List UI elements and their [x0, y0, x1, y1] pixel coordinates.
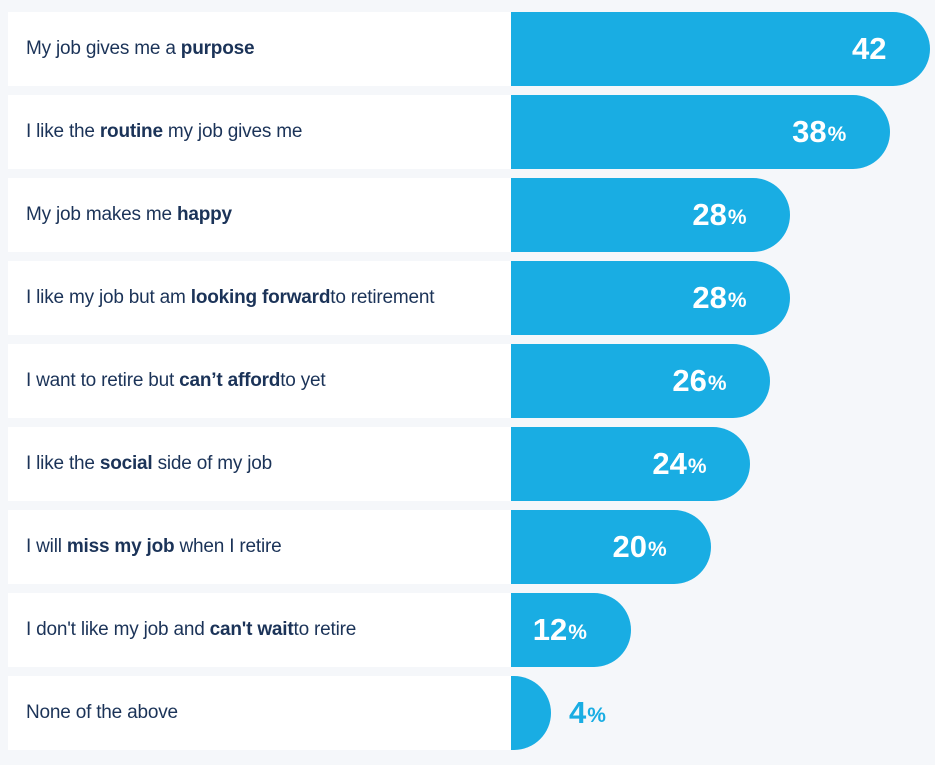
- category-label: My job makes me happy: [8, 204, 232, 226]
- value-number: 20: [612, 529, 647, 564]
- category-label: My job gives me a purpose: [8, 38, 255, 60]
- category-label-box: I don't like my job and can't waitto ret…: [8, 593, 511, 667]
- label-emphasis: can't wait: [209, 619, 294, 640]
- label-text: My job gives me a: [26, 38, 181, 59]
- label-text: to retire: [293, 619, 357, 640]
- label-text: side of my job: [152, 453, 273, 474]
- value-number: 38: [792, 114, 827, 149]
- label-emphasis: miss my job: [66, 536, 175, 557]
- category-label-box: My job gives me a purpose: [8, 12, 511, 86]
- label-text: I don't like my job and: [26, 619, 210, 640]
- value-suffix: %: [727, 206, 747, 229]
- category-label-box: I like the routine my job gives me: [8, 95, 511, 169]
- value-label: 38%: [792, 95, 846, 169]
- category-label: I like the routine my job gives me: [8, 121, 302, 143]
- category-label: I like my job but am looking forwardto r…: [8, 287, 435, 309]
- label-text: I like my job but am: [26, 287, 191, 308]
- value-number: 12: [532, 612, 568, 647]
- category-label-box: I like my job but am looking forwardto r…: [8, 261, 511, 335]
- label-text: My job makes me: [26, 204, 177, 225]
- label-text: I like the: [26, 121, 100, 142]
- value-label: 26%: [672, 344, 726, 418]
- value-number: 28: [692, 197, 727, 232]
- value-suffix: %: [568, 621, 587, 644]
- label-text: None of the above: [26, 702, 178, 723]
- value-suffix: %: [687, 455, 707, 478]
- label-text: I like the: [26, 453, 100, 474]
- label-emphasis: routine: [99, 121, 163, 142]
- value-number: 42: [852, 31, 887, 66]
- label-text: my job gives me: [162, 121, 303, 142]
- value-number: 26: [672, 363, 707, 398]
- value-label: 28%: [692, 178, 746, 252]
- category-label-box: I like the social side of my job: [8, 427, 511, 501]
- value-label: 4%: [569, 676, 606, 750]
- bar: [511, 427, 751, 501]
- label-text: I want to retire but: [26, 370, 180, 391]
- value-suffix: %: [648, 538, 667, 561]
- label-emphasis: looking forward: [190, 287, 331, 308]
- value-suffix: %: [707, 372, 727, 395]
- bar: [511, 344, 771, 418]
- category-label-box: None of the above: [8, 676, 511, 750]
- label-emphasis: can’t afford: [179, 370, 281, 391]
- category-label: I will miss my job when I retire: [8, 536, 282, 558]
- value-number: 28: [692, 280, 727, 315]
- bar: [511, 510, 711, 584]
- value-label: 28%: [692, 261, 746, 335]
- value-suffix: %: [827, 123, 847, 146]
- category-label-box: I will miss my job when I retire: [8, 510, 511, 584]
- label-text: to yet: [280, 370, 326, 391]
- bar: [511, 12, 930, 86]
- bar: [511, 593, 631, 667]
- value-suffix: %: [727, 289, 747, 312]
- bar: [511, 95, 891, 169]
- category-label-box: I want to retire but can’t affordto yet: [8, 344, 511, 418]
- label-text: to retirement: [330, 287, 435, 308]
- value-suffix: %: [587, 704, 606, 727]
- value-label: 24%: [652, 427, 706, 501]
- value-number: 24: [652, 446, 687, 481]
- value-label: 42: [852, 12, 886, 86]
- bar: [511, 676, 551, 750]
- value-number: 4: [569, 695, 587, 730]
- bar: [511, 261, 791, 335]
- bar: [511, 178, 791, 252]
- value-label: 12%: [533, 593, 587, 667]
- label-text: I will: [26, 536, 67, 557]
- value-label: 20%: [613, 510, 667, 584]
- label-emphasis: purpose: [180, 38, 255, 59]
- label-text: when I retire: [174, 536, 282, 557]
- category-label-box: My job makes me happy: [8, 178, 511, 252]
- category-label: I want to retire but can’t affordto yet: [8, 370, 326, 392]
- category-label: I like the social side of my job: [8, 453, 272, 475]
- label-emphasis: social: [99, 453, 153, 474]
- category-label: None of the above: [8, 702, 178, 724]
- category-label: I don't like my job and can't waitto ret…: [8, 619, 356, 641]
- label-emphasis: happy: [176, 204, 232, 225]
